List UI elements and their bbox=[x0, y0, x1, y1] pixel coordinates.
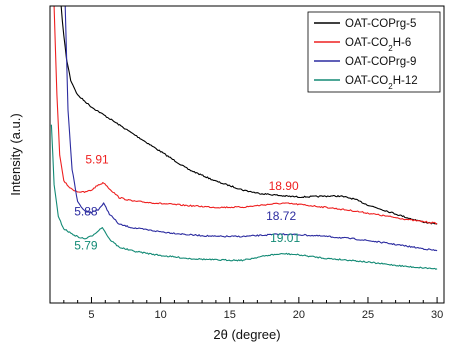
legend-label: OAT-COPrg-5 bbox=[345, 18, 416, 30]
peak-label: 5.88 bbox=[74, 204, 98, 218]
peak-label: 18.90 bbox=[269, 179, 299, 193]
peak-label: 5.91 bbox=[85, 152, 109, 166]
x-tick-label: 10 bbox=[154, 309, 166, 321]
legend-box bbox=[307, 11, 441, 93]
x-tick-label: 25 bbox=[362, 309, 374, 321]
series-line-4 bbox=[50, 124, 438, 270]
y-axis-title: Intensity (a.u.) bbox=[8, 113, 23, 195]
peak-annotations: 5.91 18.90 5.88 18.72 5.79 19.01 bbox=[74, 152, 300, 252]
plot-frame bbox=[49, 5, 445, 304]
series-line-3 bbox=[64, 6, 438, 252]
series-group bbox=[50, 6, 438, 270]
peak-label: 5.79 bbox=[74, 239, 98, 253]
legend-label: OAT-COPrg-9 bbox=[345, 56, 416, 68]
legend: OAT-COPrg-5 OAT-CO2H-6 OAT-COPrg-9 OAT-CO2H… bbox=[307, 11, 441, 93]
x-axis-title: 2θ (degree) bbox=[213, 327, 280, 342]
legend-label: OAT-CO2H-12 bbox=[345, 75, 418, 91]
series-line-2 bbox=[53, 6, 438, 225]
peak-label: 19.01 bbox=[270, 231, 300, 245]
peak-label: 18.72 bbox=[266, 209, 296, 223]
x-tick-label: 15 bbox=[224, 309, 236, 321]
legend-label: OAT-CO2H-6 bbox=[345, 37, 411, 53]
x-tick-label: 30 bbox=[431, 309, 443, 321]
series-line-1 bbox=[60, 6, 438, 225]
x-tick-label: 20 bbox=[293, 309, 305, 321]
x-axis: 5 10 15 20 25 30 bbox=[49, 297, 443, 321]
x-tick-label: 5 bbox=[88, 309, 94, 321]
